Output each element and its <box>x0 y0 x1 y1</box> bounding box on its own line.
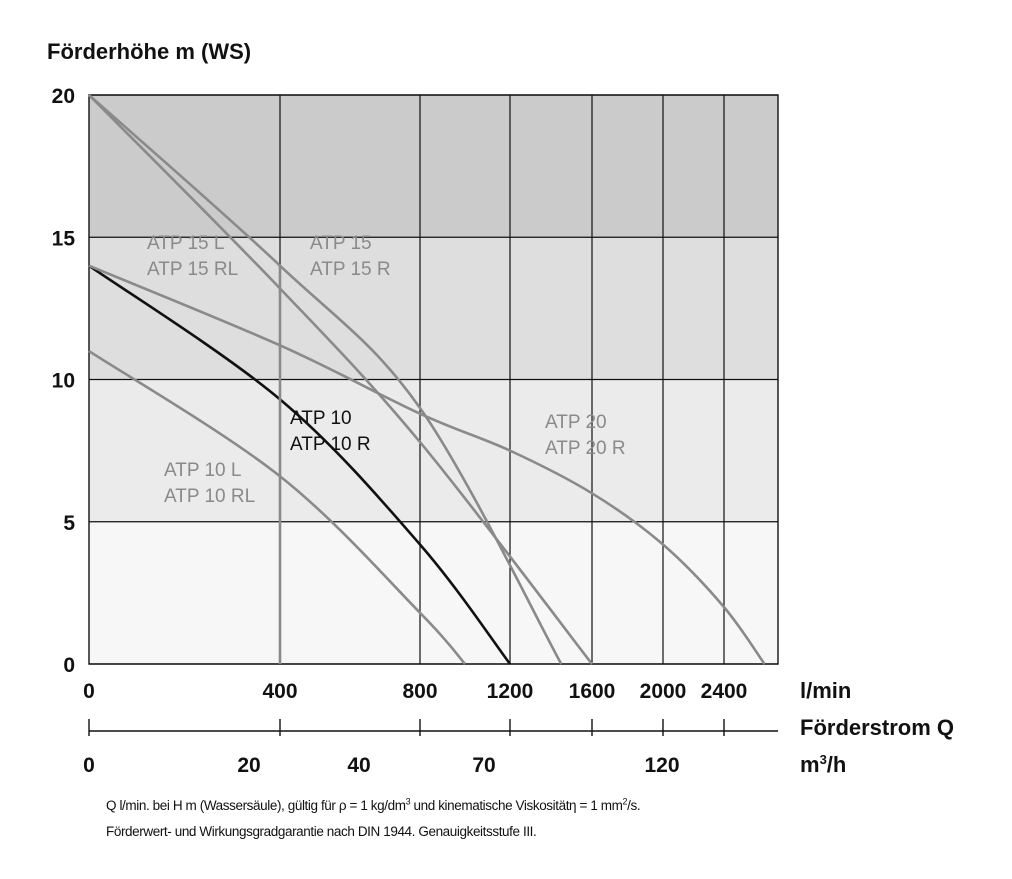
x-unit-secondary: m3/h <box>800 752 846 777</box>
x-axis-title: Förderstrom Q <box>800 715 954 740</box>
x-tick-m3h-0: 0 <box>83 754 95 777</box>
y-axis-title: Förderhöhe m (WS) <box>47 39 251 64</box>
curve-atp-15-l <box>88 94 594 665</box>
x-axis-secondary <box>88 719 778 736</box>
x-tick-lmin-0: 0 <box>83 680 95 703</box>
x-tick-lmin-2400: 2400 <box>701 680 748 703</box>
curve-atp-20 <box>88 264 766 665</box>
series-label-atp-20-r: ATP 20 R <box>545 438 626 459</box>
band-3 <box>89 95 778 238</box>
x-unit-primary: l/min <box>800 678 851 703</box>
footnote-line2: Förderwert- und Wirkungsgradgarantie nac… <box>106 824 537 839</box>
band-0 <box>89 521 778 664</box>
x-tick-lmin-1200: 1200 <box>487 680 534 703</box>
y-tick-10: 10 <box>52 370 75 393</box>
footnote-line1-c: /s. <box>627 798 641 813</box>
series-label-atp-20: ATP 20 <box>545 412 607 433</box>
footnote-sup-squared: 2 <box>622 796 628 807</box>
series-label-atp-10: ATP 10 <box>290 408 352 429</box>
plot-frame <box>88 94 779 665</box>
curve-atp-10 <box>88 264 512 665</box>
x-tick-lmin-2000: 2000 <box>640 680 687 703</box>
series-labels: ATP 10 L ATP 10 RL ATP 10 ATP 10 R ATP 15 L A… <box>147 233 626 507</box>
x-tick-m3h-40: 40 <box>347 754 370 777</box>
y-tick-0: 0 <box>63 654 75 677</box>
x-tick-lmin-800: 800 <box>402 680 437 703</box>
series-label-atp-15-rl: ATP 15 RL <box>147 259 238 280</box>
footnote-line1-a: Q l/min. bei H m (Wassersäule), gültig f… <box>106 798 406 813</box>
series-label-atp-10-l: ATP 10 L <box>164 460 241 481</box>
curve-atp-10-l <box>88 349 466 665</box>
x-tick-m3h-20: 20 <box>237 754 260 777</box>
series-label-atp-10-rl: ATP 10 RL <box>164 486 255 507</box>
series-label-atp-15-l: ATP 15 L <box>147 233 224 254</box>
y-tick-15: 15 <box>52 227 76 250</box>
x-tick-m3h-120: 120 <box>644 754 679 777</box>
x-axis-ticks-m3h: 0 20 40 70 120 <box>83 754 679 777</box>
y-tick-20: 20 <box>52 85 75 108</box>
y-tick-5: 5 <box>63 512 75 535</box>
y-axis-ticks: 0 5 10 15 20 <box>52 85 76 677</box>
series-label-atp-15: ATP 15 <box>310 233 372 254</box>
footnote-line1-b: und kinematische Viskositätη = 1 mm <box>410 798 623 813</box>
x-tick-m3h-70: 70 <box>472 754 495 777</box>
x-axis-ticks-lmin: 0 400 800 1200 1600 2000 2400 <box>83 680 747 703</box>
series-label-atp-10-r: ATP 10 R <box>290 434 371 455</box>
x-tick-lmin-1600: 1600 <box>569 680 616 703</box>
footnote: Q l/min. bei H m (Wassersäule), gültig f… <box>106 797 826 815</box>
x-tick-lmin-400: 400 <box>262 680 297 703</box>
curve-atp-15 <box>88 94 563 665</box>
pump-curves <box>88 94 766 665</box>
series-label-atp-15-r: ATP 15 R <box>310 259 391 280</box>
footnote-sup-cubed: 3 <box>405 796 411 807</box>
